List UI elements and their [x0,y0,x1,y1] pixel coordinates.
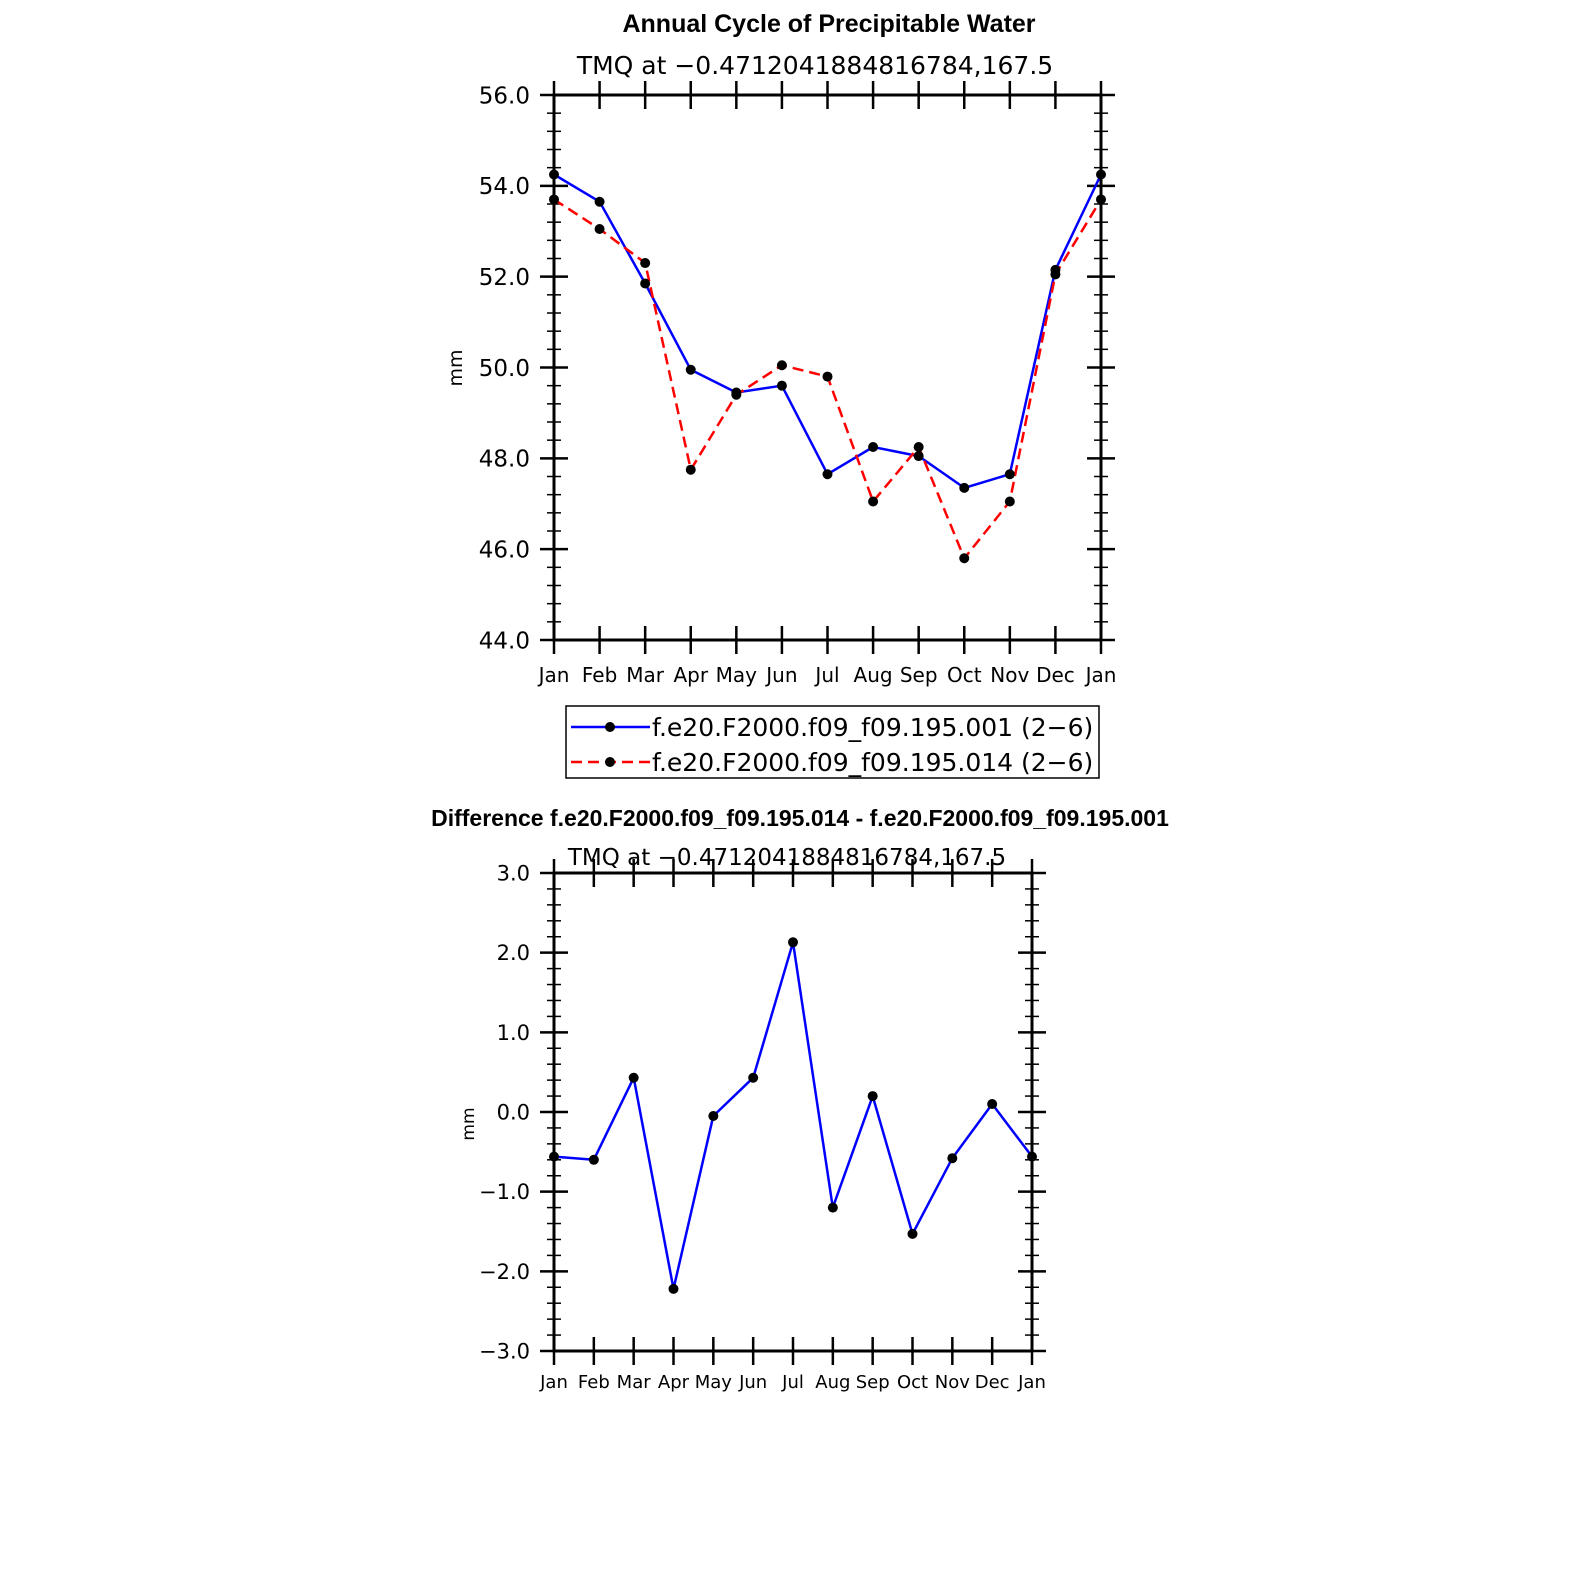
x-tick-label: Oct [947,663,982,687]
chart1-series-1-point [640,278,651,289]
chart2-series-1-point [788,937,798,948]
chart1-series-1-point [959,482,970,493]
chart2-ylabel: mm [459,1107,479,1140]
chart1-series-2-point [731,389,742,400]
x-tick-label: Oct [897,1372,928,1393]
x-tick-label: Mar [626,663,665,687]
chart2-series-1-point [588,1154,599,1165]
chart1-legend: f.e20.F2000.f09_f09.195.001 (2−6) f.e20.… [565,705,1100,779]
chart1-series-2-point [1050,269,1061,280]
x-tick-label: May [695,1372,733,1393]
y-tick-label: 48.0 [479,447,530,473]
chart1-title: Annual Cycle of Precipitable Water [622,10,1035,38]
chart1-series-1-point [594,196,605,207]
chart2-series-1-point [867,1091,878,1102]
chart2-series-1-point [1027,1151,1037,1162]
chart1-series-2-point [685,464,696,475]
x-tick-label: Dec [1036,663,1075,687]
y-tick-label: 56.0 [479,83,530,109]
chart1-ylabel: mm [445,349,467,386]
chart2-series-1-point [907,1228,918,1239]
y-tick-label: 3.0 [497,862,530,886]
x-tick-label: Dec [975,1372,1010,1393]
chart2-series-1-point [947,1153,958,1164]
chart2-series-1-point [549,1151,559,1162]
chart1-series-1-point [1004,469,1015,480]
y-tick-label: 1.0 [497,1021,530,1045]
x-tick-label: Jun [738,1372,767,1393]
chart1-series-2-point [640,258,651,269]
chart2-title: Difference f.e20.F2000.f09_f09.195.014 -… [431,805,1169,831]
chart1-series-1-point [822,469,833,480]
x-tick-label: Jan [1084,663,1117,687]
chart2-series-1-point [668,1283,679,1294]
chart1-series-1-point [1096,169,1106,180]
chart1-series-1-point [868,441,879,452]
chart1-series-2-point [913,441,924,452]
chart1-series-2-point [594,223,605,234]
x-tick-label: Jan [539,1372,568,1393]
chart2-series-1-point [628,1072,639,1083]
y-tick-label: 54.0 [479,174,530,200]
chart1-series-1-point [549,169,559,180]
y-tick-label: 2.0 [497,941,530,965]
x-tick-label: Jan [537,663,570,687]
chart1-series-2-point [1004,496,1015,507]
y-tick-label: −3.0 [479,1340,530,1364]
chart1-series-2-point [549,194,559,205]
chart1-series-2-point [776,360,787,371]
x-tick-label: Mar [617,1372,652,1393]
chart2-subtitle: TMQ at −0.4712041884816784,167.5 [567,845,1006,871]
y-tick-label: 0.0 [497,1101,530,1125]
chart1-series-2-point [1096,194,1106,205]
chart1-series-2-point [822,371,833,382]
annual-cycle-chart: Annual Cycle of Precipitable Water TMQ a… [445,10,1117,779]
legend-box [565,705,1100,779]
y-tick-label: 44.0 [479,628,530,654]
x-tick-label: Apr [673,663,708,687]
y-tick-label: −2.0 [479,1260,530,1284]
difference-chart: Difference f.e20.F2000.f09_f09.195.014 -… [431,805,1169,1393]
chart1-series-1-line [553,173,1103,490]
chart2-series-1-point [987,1099,998,1110]
chart1-series-2-point [868,496,879,507]
chart2-series-1-line [553,941,1033,1291]
chart2-series [549,937,1037,1294]
chart1-plot-frame [552,93,1103,642]
x-tick-label: Nov [935,1372,970,1393]
chart1-series-1-point [776,380,787,391]
y-tick-label: 50.0 [479,356,530,382]
chart1-subtitle: TMQ at −0.4712041884816784,167.5 [576,51,1053,80]
legend-label-series-2: f.e20.F2000.f09_f09.195.014 (2−6) [652,748,1093,777]
chart1-series-2-point [959,553,970,564]
chart1-series-1-point [913,451,924,462]
chart2-series-1-point [708,1110,719,1121]
x-tick-label: Aug [854,663,893,687]
x-tick-label: Jul [813,663,839,687]
chart1-series [549,169,1106,564]
legend-marker-series-1 [605,722,615,732]
x-tick-label: May [716,663,758,687]
x-tick-label: Jan [1017,1372,1046,1393]
chart1-axes: 44.0 46.0 48.0 50.0 52.0 54.0 56.0 Jan Feb Mar Apr… [479,81,1117,687]
chart2-series-1-point [748,1072,759,1083]
x-tick-label: Nov [990,663,1029,687]
y-tick-label: 52.0 [479,265,530,291]
x-tick-label: Jul [781,1372,804,1393]
chart2-series-1-point [827,1202,838,1213]
x-tick-label: Jun [764,663,797,687]
legend-marker-series-2 [605,757,615,767]
x-tick-label: Aug [815,1372,850,1393]
y-tick-label: −1.0 [479,1180,530,1204]
legend-label-series-1: f.e20.F2000.f09_f09.195.001 (2−6) [652,713,1093,742]
x-tick-label: Sep [900,663,938,687]
x-tick-label: Feb [578,1372,610,1393]
x-tick-label: Feb [582,663,617,687]
y-tick-label: 46.0 [479,537,530,563]
chart1-series-1-point [685,364,696,375]
x-tick-label: Sep [856,1372,890,1393]
x-tick-label: Apr [658,1372,690,1393]
